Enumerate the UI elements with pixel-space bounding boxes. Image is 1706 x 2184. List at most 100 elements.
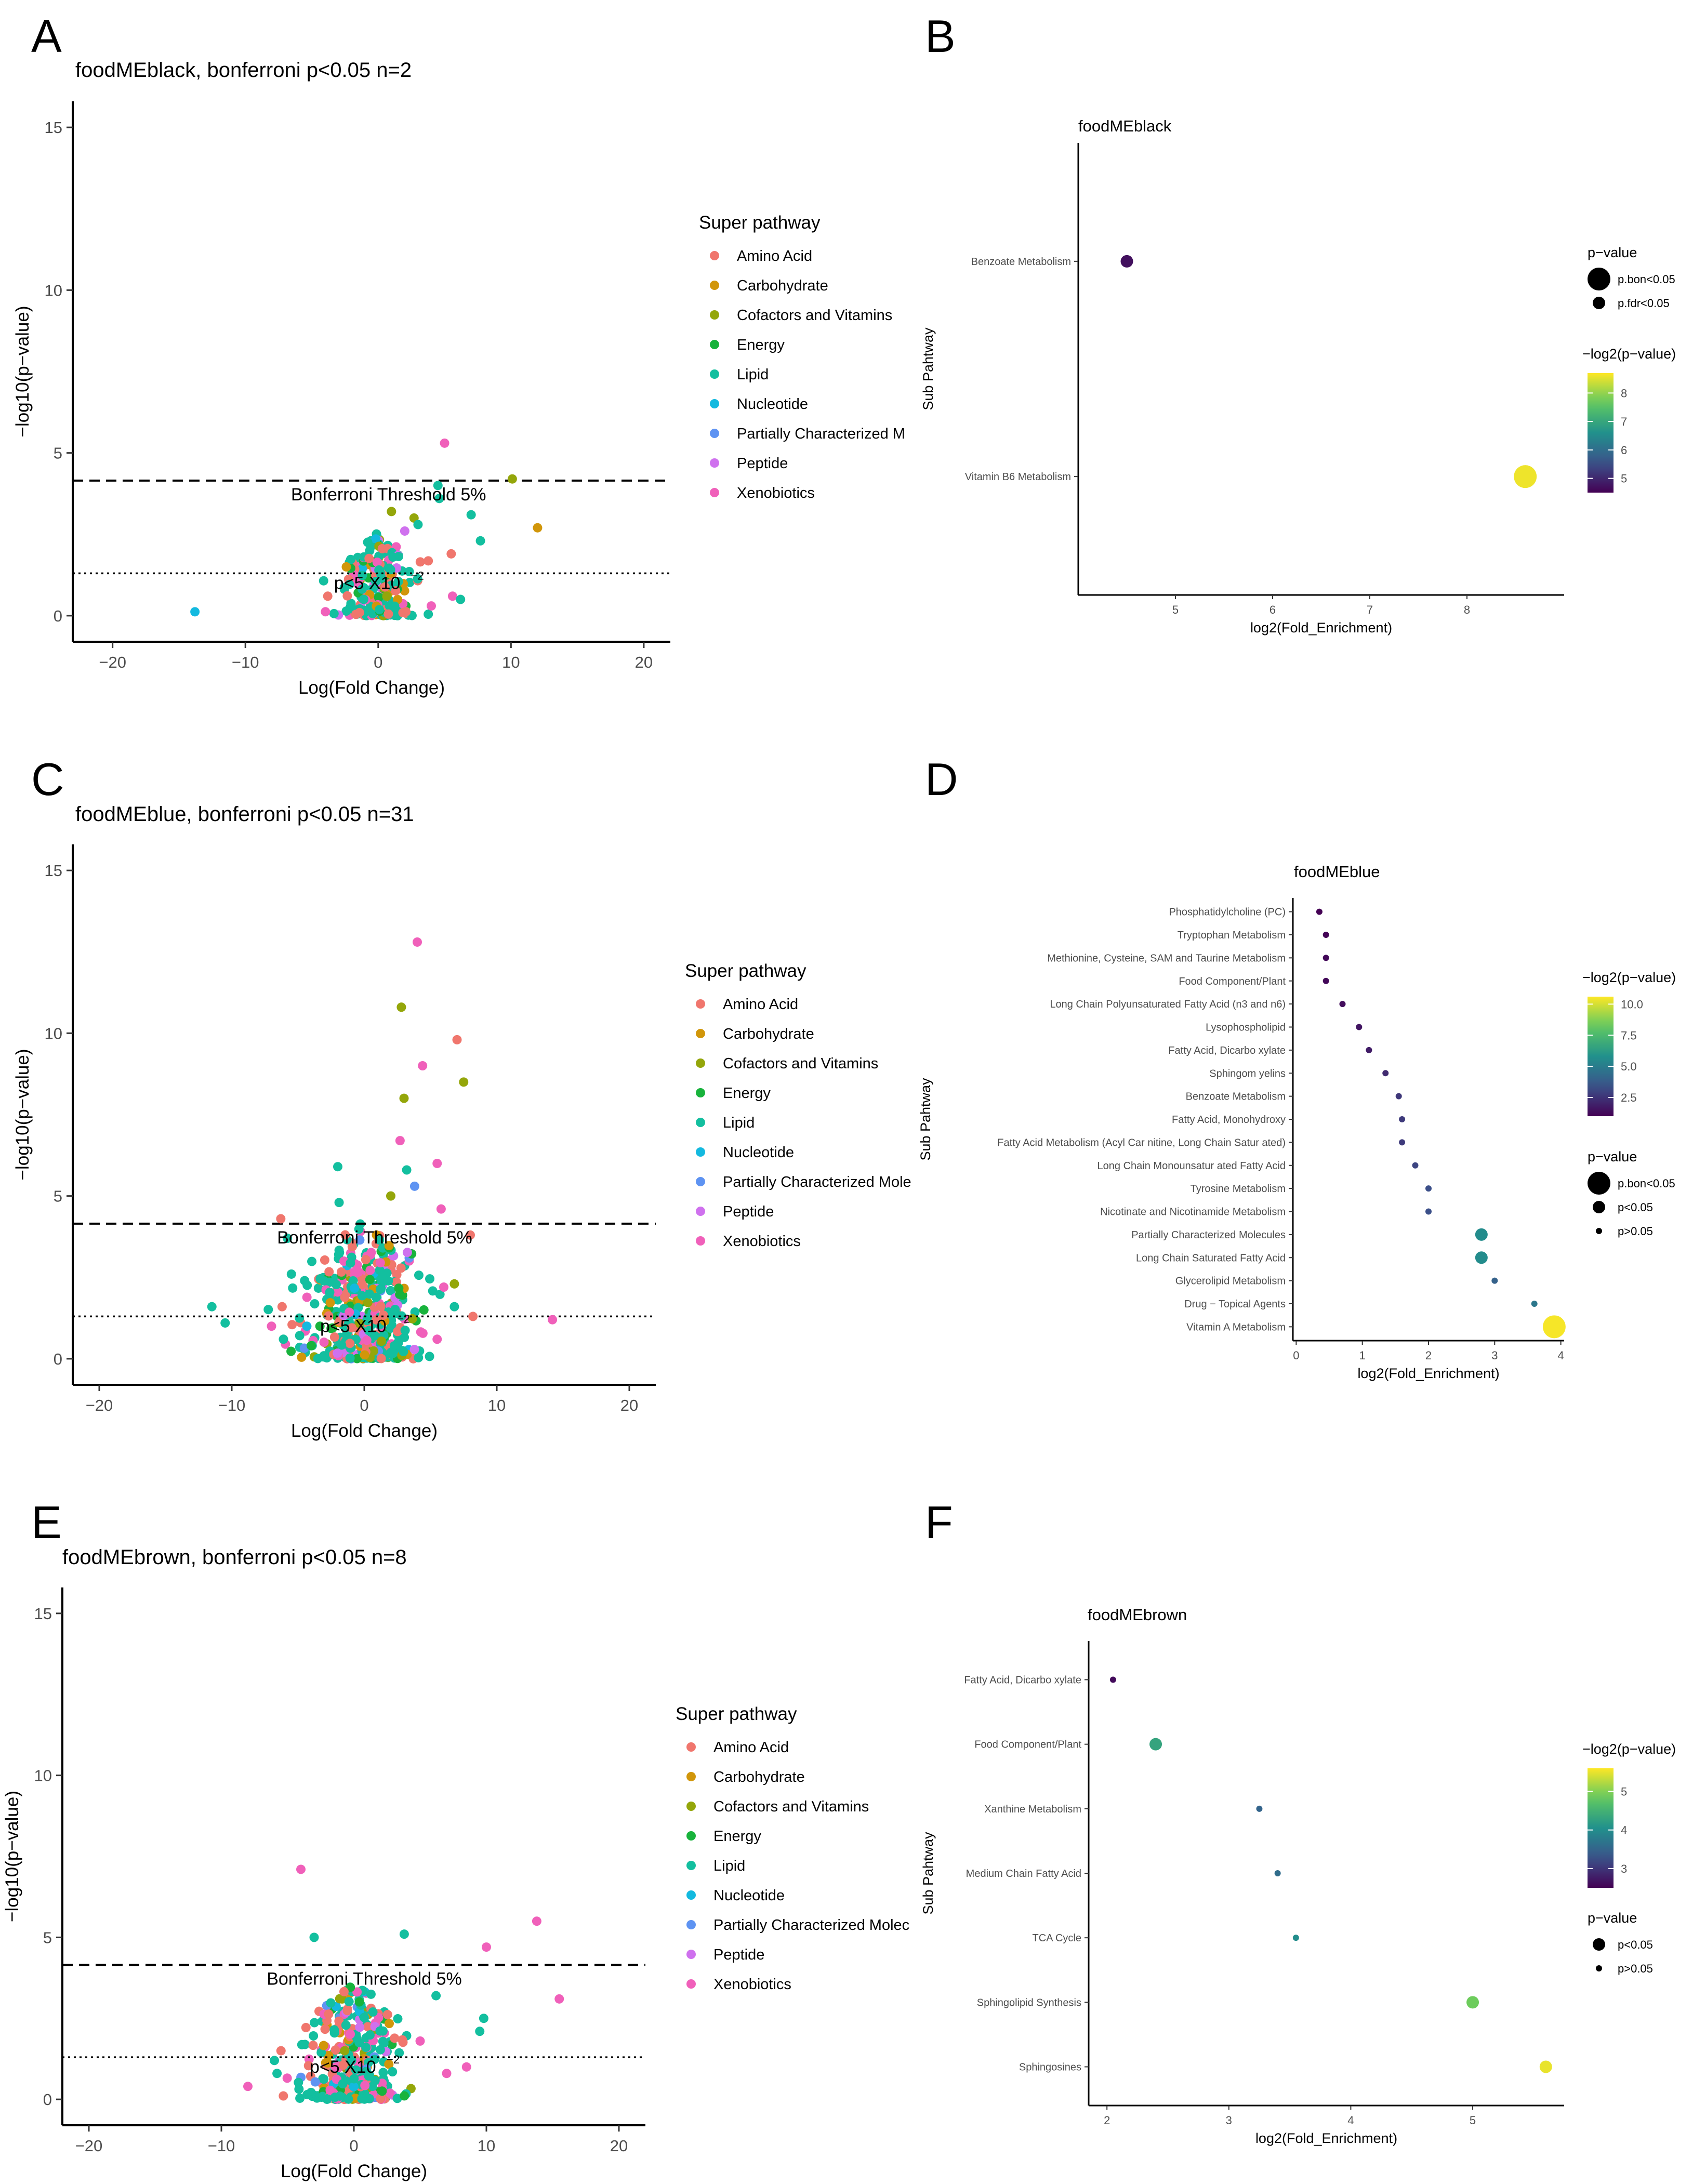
x-tick-label: 6: [1269, 603, 1276, 616]
data-point: [424, 610, 433, 619]
data-point: [383, 1276, 393, 1286]
legend-key: [686, 1920, 696, 1929]
x-tick-label: −20: [99, 653, 126, 671]
legend-key: [710, 458, 719, 468]
data-point-amino-acid: [323, 591, 333, 601]
colorbar: [1588, 373, 1614, 493]
colorbar-tick-label: 8: [1621, 387, 1627, 400]
legend-label: Xenobiotics: [713, 1976, 791, 1993]
data-point-cofactors-and-vitamins: [449, 1279, 459, 1289]
data-point: [340, 2046, 350, 2056]
data-point: [345, 1307, 354, 1317]
data-point: [402, 1248, 412, 1258]
bonferroni-label: Bonferroni Threshold 5%: [267, 1969, 461, 1989]
category-label: Food Component/Plant: [974, 1739, 1081, 1751]
data-point: [322, 2094, 332, 2103]
p-threshold-exponent: −2: [397, 1312, 410, 1325]
data-point: [365, 2030, 375, 2040]
data-point: [354, 1997, 364, 2007]
data-point: [390, 2033, 400, 2043]
data-point: [357, 1274, 367, 1284]
data-point-xenobiotics: [439, 1282, 448, 1292]
data-point: [391, 586, 401, 596]
colorbar-tick-label: 5.0: [1621, 1060, 1637, 1073]
x-tick-label: 4: [1347, 2114, 1354, 2127]
data-point: [368, 2007, 378, 2017]
data-point: [377, 1336, 387, 1346]
legend-label: Amino Acid: [723, 996, 798, 1013]
legend-key: [710, 251, 719, 260]
data-point: [287, 1320, 297, 1330]
data-point: [361, 1255, 371, 1265]
data-point: [360, 1350, 369, 1360]
enrichment-point: [1425, 1208, 1432, 1215]
data-point: [384, 1241, 394, 1251]
data-point: [288, 1283, 298, 1293]
enrichment-point: [1475, 1251, 1488, 1264]
size-legend-key: [1593, 1201, 1605, 1213]
size-legend-key: [1588, 268, 1610, 290]
data-point-lipid: [449, 1302, 459, 1312]
data-point-nucleotide: [190, 607, 200, 617]
data-point: [325, 2085, 335, 2095]
legend-label: Xenobiotics: [723, 1233, 801, 1250]
size-legend-label: p<0.05: [1618, 1938, 1653, 1951]
legend-label: Xenobiotics: [737, 485, 815, 501]
y-tick-label: 5: [43, 1928, 52, 1947]
data-point-partially-characterized-molecules: [409, 1181, 419, 1191]
data-point: [394, 1283, 404, 1293]
data-point: [337, 1340, 347, 1350]
y-tick-label: 10: [34, 1767, 52, 1785]
legend-label: Peptide: [713, 1947, 764, 1963]
panel-letter-E: E: [31, 1497, 62, 1548]
enrichment-point: [1475, 1228, 1488, 1241]
size-legend-label: p>0.05: [1618, 1225, 1653, 1238]
legend-label: Energy: [713, 1828, 761, 1845]
legend-key: [696, 1207, 705, 1216]
y-tick-label: 15: [45, 862, 62, 880]
data-point-xenobiotics: [447, 591, 457, 601]
legend-key: [710, 340, 719, 349]
x-tick-label: −10: [218, 1396, 246, 1414]
data-point-lipid: [399, 1929, 409, 1939]
data-point-lipid: [334, 1198, 344, 1208]
data-point: [398, 608, 408, 618]
data-point: [400, 2091, 409, 2101]
enrichment-point: [1412, 1162, 1419, 1169]
size-legend-key: [1596, 1228, 1602, 1234]
data-point-xenobiotics: [267, 1321, 276, 1331]
data-point: [320, 2024, 330, 2034]
size-legend-key: [1588, 1172, 1610, 1195]
chart-title: foodMEblack, bonferroni p<0.05 n=2: [75, 59, 412, 82]
legend-label: Nucleotide: [723, 1144, 794, 1161]
color-legend-title: −log2(p−value): [1582, 346, 1676, 362]
x-axis-title: Log(Fold Change): [291, 1421, 438, 1441]
data-point: [324, 1311, 334, 1321]
data-point: [319, 1352, 328, 1362]
data-point: [358, 564, 367, 574]
data-point: [428, 1286, 438, 1296]
y-tick-label: 0: [54, 1350, 62, 1368]
legend-label: Carbohydrate: [713, 1769, 805, 1785]
enrichment-point: [1339, 1001, 1346, 1008]
enrichment-point: [1366, 1047, 1372, 1053]
data-point: [338, 2079, 348, 2089]
data-point-amino-acid: [446, 549, 456, 559]
data-point-xenobiotics: [482, 1942, 491, 1952]
data-point: [376, 1301, 386, 1311]
data-point: [282, 2073, 292, 2083]
data-point: [357, 1291, 367, 1301]
size-legend-label: p.bon<0.05: [1618, 1177, 1675, 1190]
data-point: [382, 2010, 392, 2020]
data-point: [340, 1292, 350, 1302]
data-point-energy: [307, 1341, 316, 1351]
y-tick-label: 15: [34, 1605, 52, 1623]
data-point: [414, 1353, 424, 1362]
legend-label: Lipid: [723, 1115, 755, 1131]
data-point-lipid: [413, 520, 423, 530]
category-label: Long Chain Polyunsaturated Fatty Acid (n…: [1050, 999, 1286, 1010]
data-point: [339, 1987, 349, 1996]
data-point: [315, 1321, 325, 1331]
data-point: [385, 2088, 395, 2098]
data-point: [320, 1255, 329, 1265]
